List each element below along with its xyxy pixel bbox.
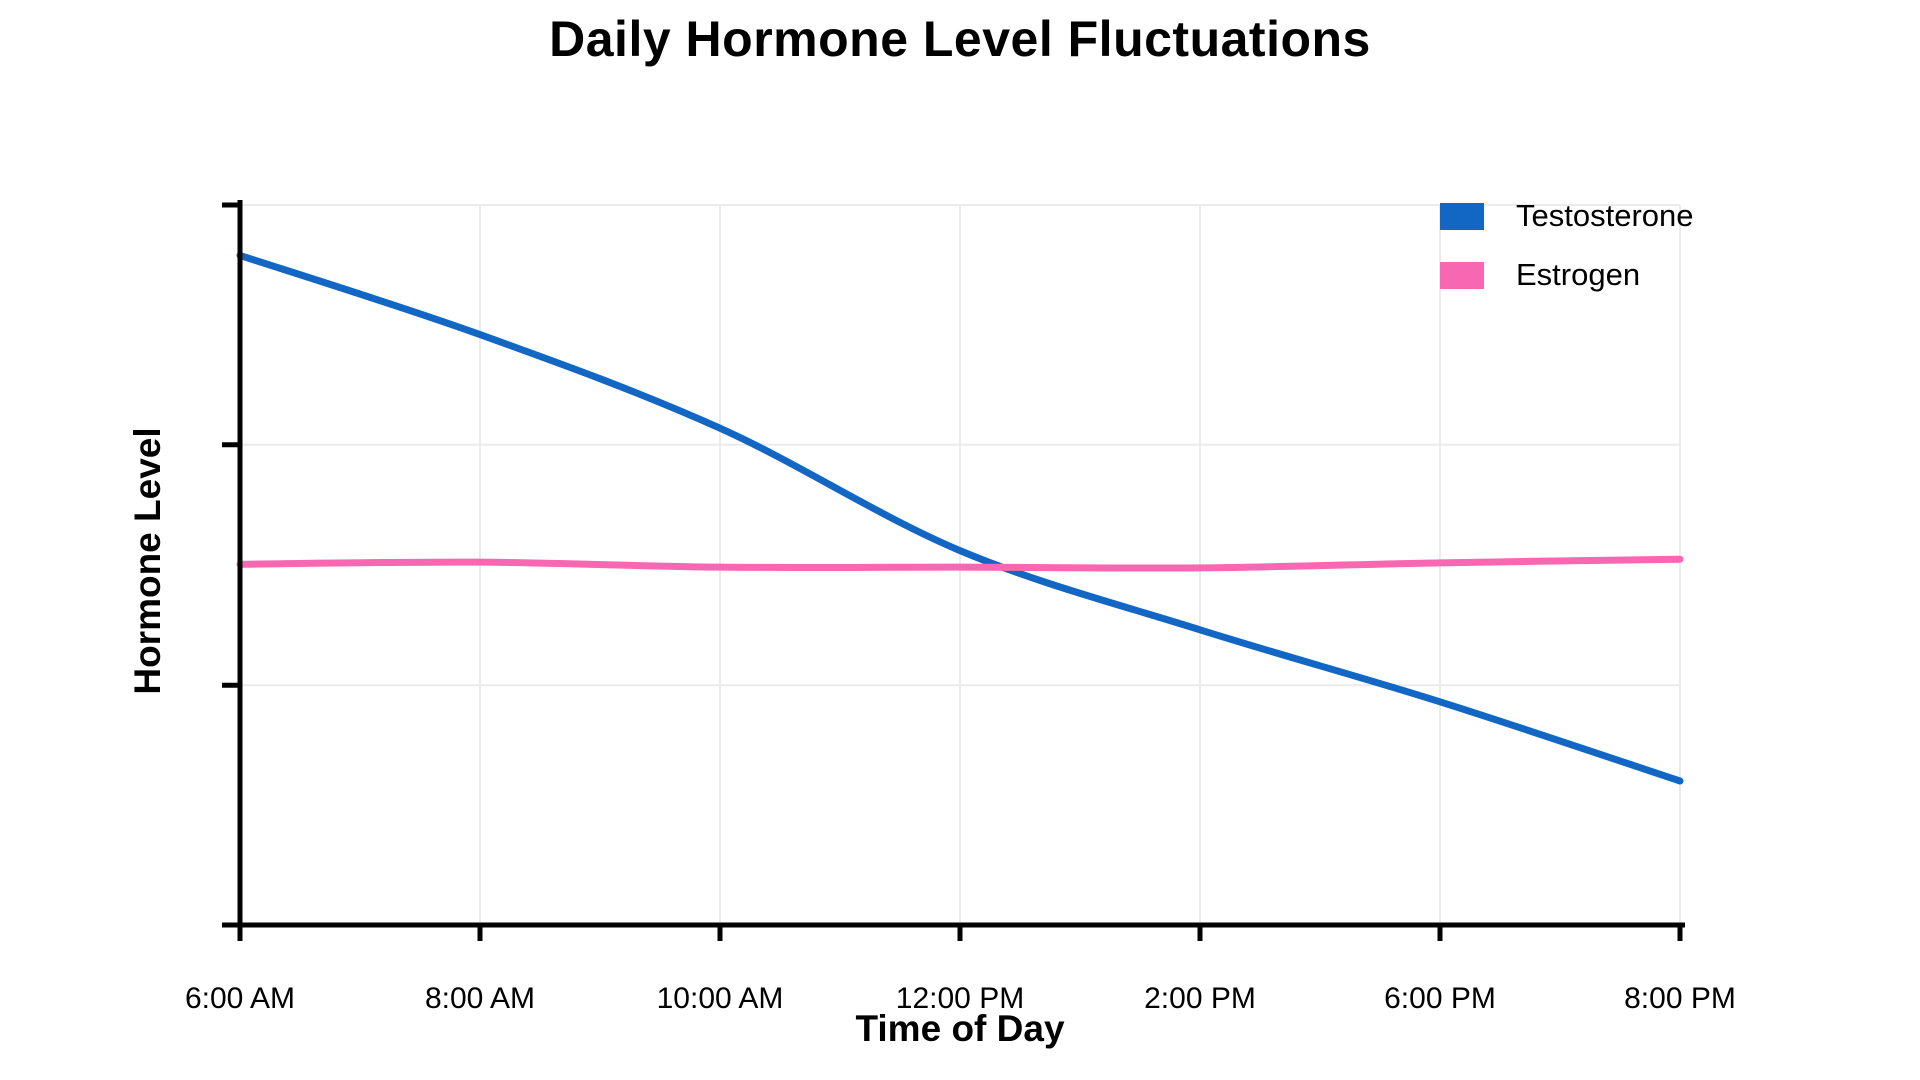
- legend: Testosterone Estrogen: [1440, 198, 1694, 292]
- x-tick-label-6pm: 6:00 PM: [1384, 982, 1496, 1015]
- testosterone-line: [236, 251, 1684, 785]
- estrogen-swatch-icon: [1440, 261, 1484, 289]
- y-axis-title: Hormone Level: [127, 427, 168, 695]
- chart-title: Daily Hormone Level Fluctuations: [549, 11, 1371, 67]
- x-tick-label-8pm: 8:00 PM: [1624, 982, 1736, 1015]
- x-tick-label-6am: 6:00 AM: [184, 982, 296, 1015]
- x-axis-title: Time of Day: [855, 1008, 1065, 1049]
- x-tick-label-2pm: 2:00 PM: [1144, 982, 1256, 1015]
- x-tick-label-10am: 10:00 AM: [656, 982, 784, 1015]
- legend-item-estrogen: Estrogen: [1440, 257, 1694, 292]
- legend-item-testosterone: Testosterone: [1440, 198, 1694, 233]
- legend-label-estrogen: Estrogen: [1516, 257, 1641, 292]
- legend-label-testosterone: Testosterone: [1516, 198, 1694, 233]
- x-tick-label-12pm: 12:00 PM: [895, 982, 1025, 1015]
- testosterone-swatch-icon: [1440, 202, 1484, 230]
- x-tick-label-8am: 8:00 AM: [424, 982, 536, 1015]
- estrogen-line: [236, 555, 1684, 572]
